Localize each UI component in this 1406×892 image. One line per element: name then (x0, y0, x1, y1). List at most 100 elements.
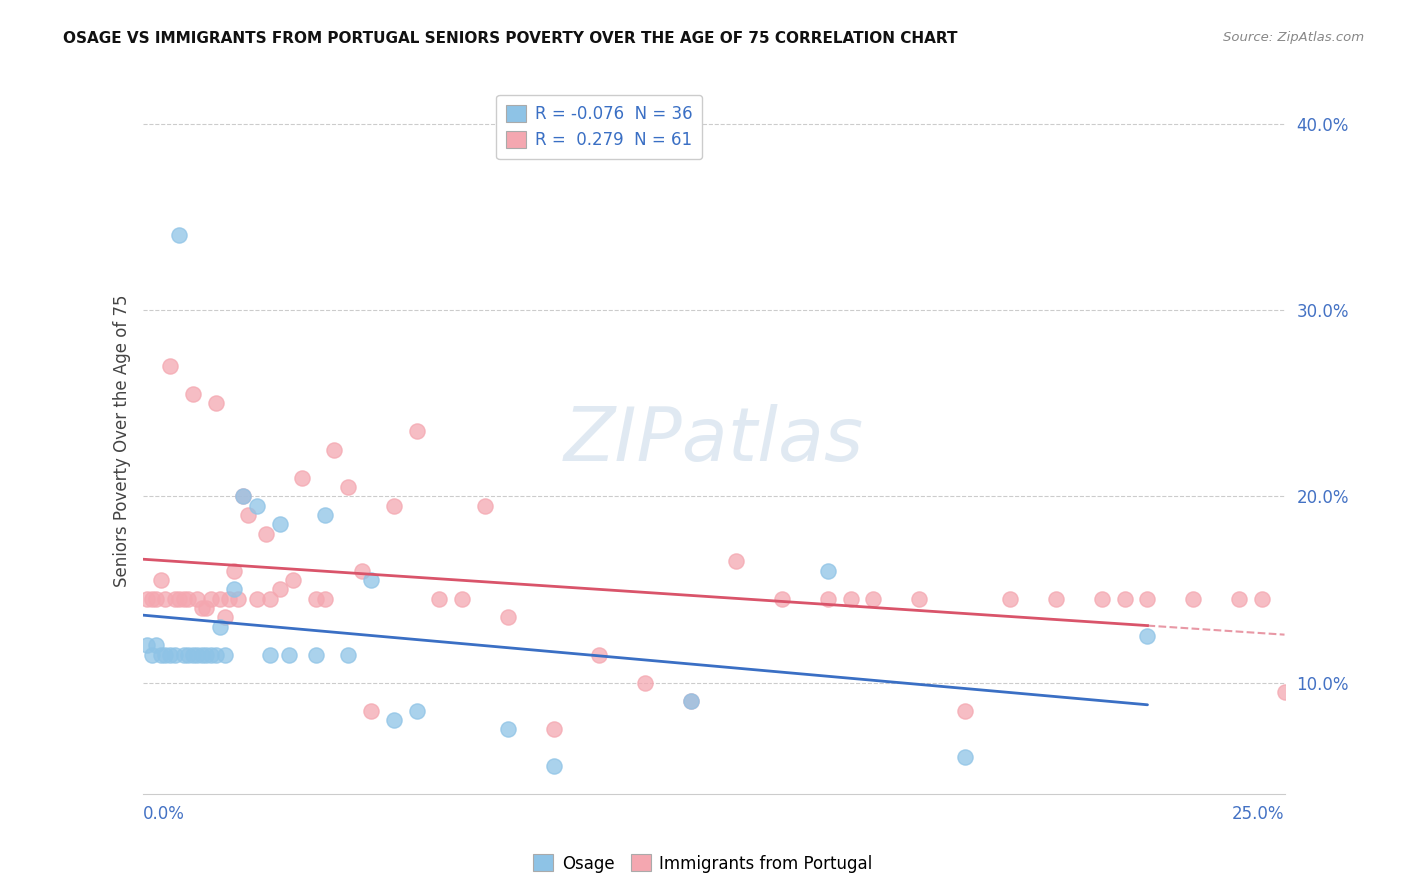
Point (149, 573, 172, 587)
Point (305, 591, 328, 606)
Point (817, 591, 839, 606)
Point (305, 648, 328, 662)
Point (1045, 591, 1067, 606)
Point (323, 442, 346, 457)
Point (770, 591, 793, 606)
Point (725, 554, 748, 568)
Point (429, 591, 451, 606)
Point (209, 591, 232, 606)
Point (259, 648, 281, 662)
Point (382, 713, 405, 727)
Point (145, 638, 167, 652)
Point (200, 648, 222, 662)
Point (232, 489, 254, 503)
Point (149, 648, 172, 662)
Point (291, 470, 314, 484)
Point (1000, 591, 1022, 606)
Point (588, 648, 610, 662)
Point (186, 648, 208, 662)
Point (269, 517, 291, 532)
Y-axis label: Seniors Poverty Over the Age of 75: Seniors Poverty Over the Age of 75 (114, 294, 131, 587)
Point (246, 499, 269, 513)
Point (173, 591, 195, 606)
Text: 0.0%: 0.0% (142, 805, 184, 823)
Text: OSAGE VS IMMIGRANTS FROM PORTUGAL SENIORS POVERTY OVER THE AGE OF 75 CORRELATION: OSAGE VS IMMIGRANTS FROM PORTUGAL SENIOR… (63, 31, 957, 46)
Point (269, 582, 291, 597)
Point (908, 591, 931, 606)
Point (191, 601, 214, 615)
Point (283, 573, 305, 587)
Point (222, 582, 245, 597)
Point (200, 591, 222, 606)
Point (136, 638, 159, 652)
Point (159, 648, 181, 662)
Point (186, 591, 208, 606)
Point (159, 359, 181, 373)
Point (236, 508, 259, 522)
Point (204, 648, 226, 662)
Point (155, 591, 177, 606)
Point (204, 396, 226, 410)
Point (360, 704, 382, 718)
Point (1136, 629, 1159, 643)
Point (1227, 591, 1250, 606)
Point (228, 591, 250, 606)
Legend: Osage, Immigrants from Portugal: Osage, Immigrants from Portugal (527, 847, 879, 880)
Point (679, 694, 702, 708)
Point (177, 591, 200, 606)
Point (360, 573, 382, 587)
Text: Source: ZipAtlas.com: Source: ZipAtlas.com (1223, 31, 1364, 45)
Point (181, 648, 204, 662)
Point (136, 591, 159, 606)
Text: ZIPatlas: ZIPatlas (564, 404, 863, 476)
Text: 25.0%: 25.0% (1232, 805, 1285, 823)
Point (817, 564, 839, 578)
Point (634, 675, 657, 690)
Point (953, 704, 976, 718)
Point (496, 722, 519, 736)
Point (953, 750, 976, 764)
Point (350, 564, 373, 578)
Point (167, 591, 190, 606)
Point (214, 648, 236, 662)
Point (382, 499, 405, 513)
Point (405, 704, 427, 718)
Point (839, 591, 862, 606)
Point (141, 591, 163, 606)
Point (209, 620, 232, 634)
Point (167, 228, 190, 243)
Point (1136, 591, 1159, 606)
Point (145, 591, 167, 606)
Point (1114, 591, 1136, 606)
Point (451, 591, 474, 606)
Point (543, 759, 565, 773)
Point (173, 648, 195, 662)
Point (1274, 685, 1296, 699)
Point (181, 386, 204, 401)
Point (474, 499, 496, 513)
Point (218, 591, 240, 606)
Point (314, 591, 336, 606)
Point (177, 648, 200, 662)
Point (232, 489, 254, 503)
Point (405, 424, 427, 438)
Point (1250, 591, 1272, 606)
Point (214, 610, 236, 624)
Point (222, 564, 245, 578)
Legend: R = -0.076  N = 36, R =  0.279  N = 61: R = -0.076 N = 36, R = 0.279 N = 61 (496, 95, 703, 160)
Point (496, 610, 519, 624)
Point (543, 722, 565, 736)
Point (254, 526, 277, 541)
Point (259, 591, 281, 606)
Point (155, 648, 177, 662)
Point (314, 508, 336, 522)
Point (141, 648, 163, 662)
Point (679, 694, 702, 708)
Point (337, 480, 360, 494)
Point (163, 648, 186, 662)
Point (1182, 591, 1205, 606)
Point (191, 648, 214, 662)
Point (337, 648, 360, 662)
Point (246, 591, 269, 606)
Point (862, 591, 884, 606)
